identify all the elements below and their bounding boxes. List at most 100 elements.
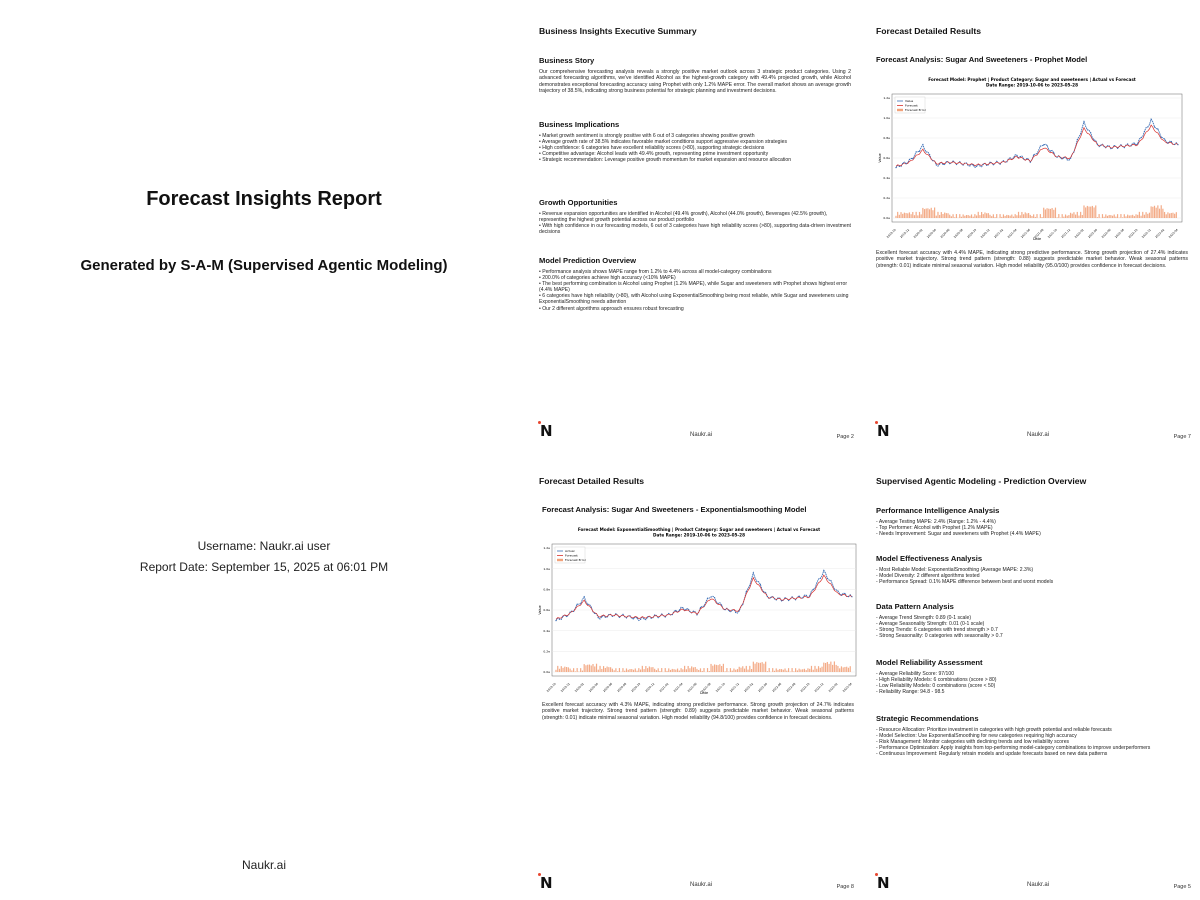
error-bar [1071,213,1073,218]
error-bar [1138,211,1140,218]
data-point [1113,145,1115,147]
error-bar [648,666,650,672]
data-point [1012,157,1015,159]
data-point [717,602,719,605]
error-bar [1155,207,1157,218]
data-point [611,615,613,618]
error-bar [964,215,966,218]
error-bar [680,668,682,672]
error-bar [832,664,834,672]
data-point [650,617,652,619]
x-tick-label: 2020-10 [630,682,641,693]
data-point [604,616,606,618]
page-executive-summary: Business Insights Executive Summary Busi… [536,0,866,450]
page-number: Page 8 [836,884,854,890]
error-bar [816,668,818,672]
x-tick-label: 2021-08 [701,682,712,693]
error-bar [669,669,672,672]
error-bar [687,665,689,672]
forecast-subtitle: Forecast Analysis: Sugar And Sweeteners … [542,505,807,514]
cover-title: Forecast Insights Report [146,188,382,210]
x-tick-label: 2022-04 [757,682,768,693]
error-bar [1007,215,1010,218]
error-bar [787,668,790,672]
error-bar [835,664,837,672]
chart-title: Forecast Model: Prophet | Product Catego… [928,77,1136,82]
y-tick-label: 0.6e [543,608,550,612]
data-point [1086,129,1088,131]
error-bar [574,671,576,672]
list-item: • Strategic recommendation: Leverage pos… [539,157,792,164]
data-point [661,613,663,615]
error-bar [1157,205,1159,218]
data-point [999,163,1001,165]
page-title: Supervised Agentic Modeling - Prediction… [876,476,1087,486]
data-point [952,160,954,162]
legend-swatch [557,558,563,562]
data-point [752,572,754,574]
data-point [618,616,621,618]
error-bar [1076,211,1078,218]
x-tick-label: 2020-12 [644,682,655,693]
error-bar [1163,211,1166,218]
x-tick-label: 2021-12 [729,682,740,693]
error-bar [696,668,698,672]
data-point [945,161,947,163]
x-tick-label: 2023-02 [828,682,839,693]
data-point [1029,161,1031,163]
error-bar [650,667,652,672]
data-point [1096,143,1099,145]
error-bar [706,668,709,672]
data-point [1163,138,1166,140]
naukr-logo: N [875,421,890,440]
error-bar [1080,211,1082,218]
performance-list: - Average Testing MAPE: 2.4% (Range: 1.2… [876,519,1188,537]
error-bar [945,213,947,218]
error-bar [564,666,566,672]
error-bar [817,666,820,672]
error-bar [1093,207,1095,218]
error-bar [647,668,649,672]
data-point [1116,147,1119,149]
data-point [1053,152,1055,154]
error-bar [724,671,726,672]
data-point [959,161,961,163]
error-bar [731,670,733,672]
error-bar [793,671,795,672]
error-bar [689,668,691,672]
x-tick-label: 2021-12 [1060,228,1071,239]
x-tick-label: 2022-04 [1087,228,1098,239]
error-bar [699,668,702,672]
legend-label: Forecast Error [565,558,587,562]
error-bar [676,668,679,672]
error-bar [1078,215,1080,218]
error-bar [923,209,926,218]
forecast-subtitle: Forecast Analysis: Sugar And Sweeteners … [876,55,1088,64]
error-bar [1111,215,1114,218]
list-item: • 200.0% of categories achieve high accu… [539,275,676,282]
error-bar [940,212,942,218]
data-point [738,610,740,612]
error-bar [777,669,779,672]
error-bar [1043,207,1045,218]
y-tick-label: 0.4e [883,176,890,180]
data-point [1039,145,1041,147]
data-point [912,158,914,160]
data-point [1076,139,1078,141]
error-bar [1175,212,1177,218]
error-bar [810,665,813,672]
error-bar [611,668,613,672]
data-point [955,163,958,166]
error-bar [1170,212,1172,218]
data-point [668,612,670,615]
page-forecast-expsmoothing: Forecast Detailed Results Forecast Analy… [536,450,866,900]
data-point [1174,143,1176,146]
forecast-description-text: Excellent forecast accuracy with 4.4% MA… [876,250,1188,269]
error-bar [1140,215,1142,218]
error-bar [587,664,589,672]
error-bar [775,668,777,672]
error-bar [920,214,922,218]
error-bar [673,669,675,672]
error-bar [1073,212,1075,218]
error-bar [1105,214,1107,218]
